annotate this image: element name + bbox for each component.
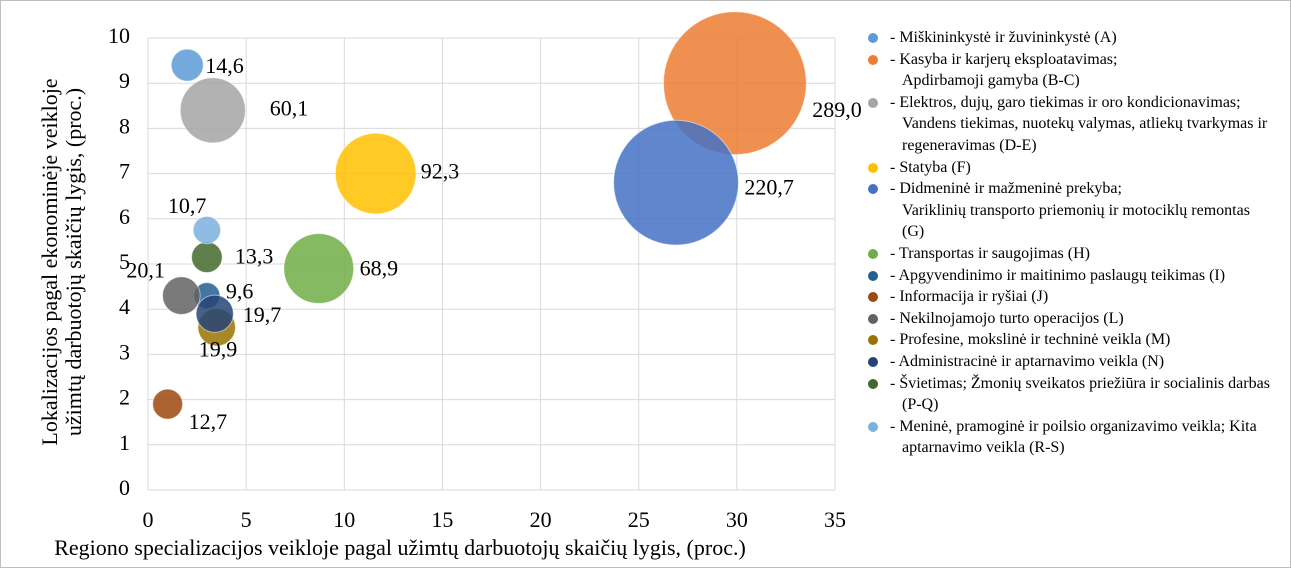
- legend-marker: [868, 335, 878, 346]
- x-tick-label: 30: [726, 507, 748, 532]
- legend-marker: [868, 97, 878, 108]
- bubble: [283, 233, 355, 304]
- y-tick-label: 5: [119, 249, 130, 274]
- data-label: 289,0: [812, 97, 862, 122]
- bubble: [191, 241, 223, 274]
- legend-marker: [868, 248, 878, 259]
- y-axis-title: Lokalizacijos pagal ekonominėje veikloje…: [37, 78, 86, 446]
- bubble: [170, 48, 204, 82]
- y-tick-label: 0: [119, 475, 130, 500]
- legend-label: - Administracinė ir aptarnavimo veikla (…: [890, 352, 1165, 370]
- data-label: 19,7: [243, 302, 281, 327]
- legend-entry: - Meninė, pramoginė ir poilsio organizav…: [866, 416, 1274, 459]
- y-tick-label: 8: [119, 113, 130, 138]
- legend-entry: - Miškininkystė ir žuvininkystė (A): [866, 27, 1274, 49]
- legend-label: - Informacija ir ryšiai (J): [890, 288, 1049, 306]
- data-label: 9,6: [226, 279, 254, 304]
- data-label: 220,7: [744, 175, 794, 200]
- bubble: [613, 119, 739, 246]
- legend-entry: - Kasyba ir karjerų eksploatavimas; Apdi…: [866, 49, 1274, 92]
- data-label: 68,9: [360, 256, 399, 281]
- legend-label: - Kasyba ir karjerų eksploatavimas; Apdi…: [890, 50, 1118, 90]
- data-label: 12,7: [189, 409, 228, 434]
- x-tick-label: 5: [241, 507, 252, 532]
- legend-marker: [868, 313, 878, 324]
- legend-entry: - Elektros, dujų, garo tiekimas ir oro k…: [866, 92, 1274, 157]
- legend-marker: [868, 54, 878, 65]
- data-label: 19,9: [199, 336, 238, 361]
- y-tick-label: 6: [119, 204, 130, 229]
- bubble: [179, 77, 246, 144]
- x-tick-label: 25: [628, 507, 650, 532]
- legend-label: - Transportas ir saugojimas (H): [890, 244, 1090, 262]
- legend-entry: - Transportas ir saugojimas (H): [866, 243, 1274, 265]
- legend-label: - Elektros, dujų, garo tiekimas ir oro k…: [890, 93, 1268, 154]
- legend-marker: [868, 162, 878, 173]
- legend-marker: [868, 33, 878, 43]
- data-label: 92,3: [421, 159, 460, 184]
- legend-entry: - Informacija ir ryšiai (J): [866, 286, 1274, 308]
- y-tick-label: 3: [119, 339, 130, 364]
- legend: - Miškininkystė ir žuvininkystė (A) - Kas…: [866, 27, 1274, 459]
- x-tick-label: 20: [530, 507, 552, 532]
- legend-entry: - Statyba (F): [866, 157, 1274, 179]
- legend-label: - Statyba (F): [890, 158, 971, 176]
- legend-marker: [868, 378, 878, 389]
- bubble: [192, 215, 222, 245]
- legend-label: - Didmeninė ir mažmeninė prekyba; Varikl…: [890, 180, 1250, 241]
- data-label: 13,3: [235, 243, 274, 268]
- x-tick-label: 0: [143, 507, 154, 532]
- y-tick-label: 2: [119, 385, 130, 410]
- data-label: 14,6: [205, 53, 244, 78]
- legend-label: - Meninė, pramoginė ir poilsio organizav…: [890, 417, 1257, 457]
- legend-label: - Apgyvendinimo ir maitinimo paslaugų te…: [890, 266, 1226, 284]
- x-axis-title: Regiono specializacijos veikloje pagal u…: [54, 535, 746, 560]
- legend-entry: - Apgyvendinimo ir maitinimo paslaugų te…: [866, 265, 1274, 287]
- bubble: [162, 276, 201, 315]
- y-tick-label: 10: [108, 23, 130, 48]
- x-tick-label: 15: [431, 507, 453, 532]
- data-label: 10,7: [168, 193, 207, 218]
- bubble: [152, 388, 184, 420]
- legend-marker: [868, 184, 878, 195]
- bubble: [662, 11, 807, 156]
- legend-marker: [868, 270, 878, 281]
- legend-entry: - Švietimas; Žmonių sveikatos priežiūra …: [866, 373, 1274, 416]
- bubble: [334, 132, 417, 215]
- x-tick-label: 35: [824, 507, 846, 532]
- legend-label: - Nekilnojamojo turto operacijos (L): [890, 309, 1124, 327]
- legend-entry: - Didmeninė ir mažmeninė prekyba; Varikl…: [866, 178, 1274, 243]
- legend-marker: [868, 356, 878, 367]
- legend-label: - Miškininkystė ir žuvininkystė (A): [890, 29, 1117, 46]
- legend-entry: - Nekilnojamojo turto operacijos (L): [866, 308, 1274, 330]
- data-label: 60,1: [270, 95, 309, 120]
- legend-entry: - Profesine, mokslinė ir techninė veikla…: [866, 329, 1274, 351]
- legend-marker: [868, 421, 878, 432]
- legend-label: - Profesine, mokslinė ir techninė veikla…: [890, 331, 1171, 349]
- y-tick-label: 9: [119, 68, 130, 93]
- bubble: [195, 294, 234, 333]
- legend-marker: [868, 292, 878, 303]
- legend-label: - Švietimas; Žmonių sveikatos priežiūra …: [890, 374, 1270, 414]
- y-tick-label: 7: [119, 159, 130, 184]
- data-label: 20,1: [126, 258, 164, 283]
- y-tick-label: 1: [119, 430, 130, 455]
- x-tick-label: 10: [333, 507, 355, 532]
- y-tick-label: 4: [119, 294, 130, 319]
- legend-entry: - Administracinė ir aptarnavimo veikla (…: [866, 351, 1274, 373]
